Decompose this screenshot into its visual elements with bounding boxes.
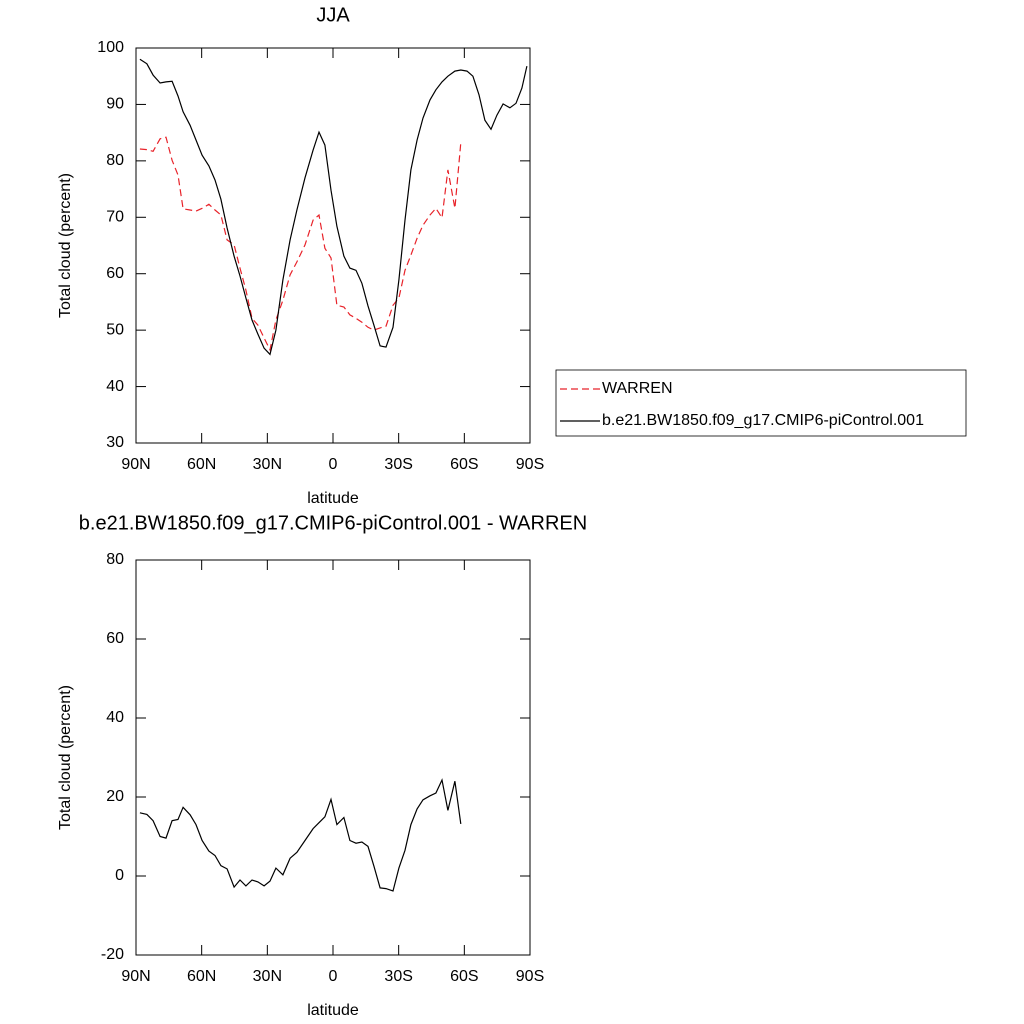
y-tick-label: 60 xyxy=(106,630,124,647)
x-tick-label: 30N xyxy=(253,968,282,985)
x-tick-label: 90S xyxy=(516,968,544,985)
x-tick-label: 90N xyxy=(121,968,150,985)
y-tick-label: 70 xyxy=(106,209,124,226)
chart-title: b.e21.BW1850.f09_g17.CMIP6-piControl.001… xyxy=(79,512,587,534)
x-tick-label: 60N xyxy=(187,456,216,473)
legend-box xyxy=(555,369,967,437)
x-tick-label: 30N xyxy=(253,456,282,473)
chart-title: JJA xyxy=(316,4,350,26)
plot-frame xyxy=(135,47,531,444)
x-axis-label: latitude xyxy=(307,490,359,507)
y-tick-label: 90 xyxy=(106,96,124,113)
legend-label: WARREN xyxy=(602,380,673,397)
y-tick-label: 60 xyxy=(106,265,124,282)
x-tick-label: 60N xyxy=(187,968,216,985)
data-line xyxy=(139,136,462,352)
x-tick-label: 30S xyxy=(384,456,412,473)
y-tick-label: 0 xyxy=(115,867,124,884)
x-tick-label: 60S xyxy=(450,968,478,985)
x-tick-label: 0 xyxy=(329,968,338,985)
x-tick-label: 0 xyxy=(329,456,338,473)
legend-label: b.e21.BW1850.f09_g17.CMIP6-piControl.001 xyxy=(602,412,924,429)
x-axis-label: latitude xyxy=(307,1002,359,1019)
y-tick-label: 20 xyxy=(106,788,124,805)
plot-frame xyxy=(135,559,531,956)
y-tick-label: 30 xyxy=(106,434,124,451)
y-tick-label: 40 xyxy=(106,378,124,395)
x-tick-label: 30S xyxy=(384,968,412,985)
y-tick-label: 50 xyxy=(106,321,124,338)
y-tick-label: -20 xyxy=(101,946,124,963)
x-tick-label: 90N xyxy=(121,456,150,473)
y-axis-label: Total cloud (percent) xyxy=(57,685,74,830)
y-axis-label: Total cloud (percent) xyxy=(57,173,74,318)
y-tick-label: 80 xyxy=(106,551,124,568)
x-tick-label: 90S xyxy=(516,456,544,473)
y-tick-label: 40 xyxy=(106,709,124,726)
data-line xyxy=(139,58,528,356)
y-tick-label: 80 xyxy=(106,152,124,169)
x-tick-label: 60S xyxy=(450,456,478,473)
y-tick-label: 100 xyxy=(97,39,124,56)
data-line xyxy=(139,778,462,892)
